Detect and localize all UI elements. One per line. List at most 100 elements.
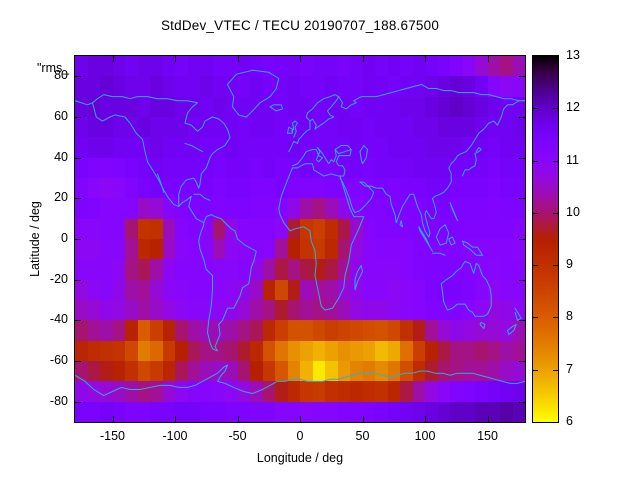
- heatmap-cell: [150, 76, 163, 97]
- y-tick-label: -60: [49, 353, 68, 367]
- heatmap-cell: [150, 198, 163, 219]
- heatmap-cell: [337, 320, 350, 341]
- heatmap-cell: [462, 361, 475, 382]
- heatmap-cell: [437, 96, 450, 117]
- heatmap-cell: [437, 117, 450, 138]
- heatmap-cell: [512, 96, 525, 117]
- heatmap-cell: [150, 218, 163, 239]
- heatmap-cell: [75, 76, 88, 97]
- heatmap-cell: [475, 401, 488, 422]
- heatmap-cell: [150, 259, 163, 280]
- heatmap-cell: [112, 320, 125, 341]
- heatmap-cell: [462, 178, 475, 199]
- heatmap-cell: [500, 76, 513, 97]
- heatmap-cell: [175, 259, 188, 280]
- heatmap-cell: [112, 218, 125, 239]
- heatmap-cell: [125, 300, 138, 321]
- heatmap-cell: [75, 361, 88, 382]
- heatmap-cell: [212, 198, 225, 219]
- heatmap-cell: [187, 137, 200, 158]
- x-tick-mark: [237, 416, 239, 422]
- heatmap-cell: [212, 76, 225, 97]
- heatmap-cell: [187, 381, 200, 402]
- colorbar-tick-label: 8: [566, 309, 573, 324]
- y-tick-label: 20: [54, 190, 68, 205]
- heatmap-cell: [475, 137, 488, 158]
- heatmap-cell: [150, 239, 163, 260]
- heatmap-cell: [325, 300, 338, 321]
- heatmap-cell: [100, 137, 113, 158]
- heatmap-cell: [87, 340, 100, 361]
- heatmap-cell: [412, 218, 425, 239]
- heatmap-cell: [312, 76, 325, 97]
- x-tick-label: 150: [477, 429, 498, 443]
- heatmap-cell: [150, 300, 163, 321]
- heatmap-cell: [125, 320, 138, 341]
- heatmap-cell: [175, 178, 188, 199]
- heatmap-cell: [450, 178, 463, 199]
- x-tick-mark-top: [425, 56, 426, 62]
- heatmap-cell: [337, 279, 350, 300]
- heatmap-cell: [162, 157, 175, 178]
- y-tick-mark-right: [519, 76, 525, 78]
- heatmap-cell: [75, 157, 88, 178]
- x-tick-mark-top: [237, 56, 239, 62]
- heatmap-cell: [450, 401, 463, 422]
- heatmap-cell: [387, 361, 400, 382]
- heatmap-cell: [350, 218, 363, 239]
- heatmap-cell: [362, 259, 375, 280]
- heatmap-cell: [287, 76, 300, 97]
- heatmap-cell: [412, 178, 425, 199]
- heatmap-cell: [100, 381, 113, 402]
- colorbar-tick-label: 13: [566, 48, 580, 62]
- heatmap-cell: [512, 259, 525, 280]
- heatmap-cell: [350, 178, 363, 199]
- heatmap-cell: [475, 279, 488, 300]
- chart-title: StdDev_VTEC / TECU 20190707_188.67500: [160, 18, 440, 33]
- heatmap-cell: [500, 117, 513, 138]
- heatmap-cell: [287, 239, 300, 260]
- heatmap-cell: [450, 218, 463, 239]
- heatmap-cell: [125, 56, 138, 77]
- heatmap-cell: [212, 320, 225, 341]
- heatmap-cell: [412, 239, 425, 260]
- heatmap-cell: [87, 259, 100, 280]
- heatmap-cell: [412, 320, 425, 341]
- heatmap-cell: [425, 259, 438, 280]
- heatmap-cell: [362, 96, 375, 117]
- heatmap-cell: [450, 279, 463, 300]
- heatmap-cell: [125, 76, 138, 97]
- heatmap-cell: [362, 137, 375, 158]
- heatmap-cell: [487, 381, 500, 402]
- heatmap-cell: [125, 239, 138, 260]
- colorbar-tick-mark-right: [553, 265, 558, 267]
- heatmap-cell: [425, 401, 438, 422]
- heatmap-cell: [125, 259, 138, 280]
- heatmap-cell: [175, 76, 188, 97]
- heatmap-cell: [275, 56, 288, 77]
- heatmap-cell: [112, 198, 125, 219]
- heatmap-cell: [112, 239, 125, 260]
- heatmap-cell: [212, 340, 225, 361]
- heatmap-cell: [387, 198, 400, 219]
- heatmap-cell: [375, 76, 388, 97]
- heatmap-cell: [212, 117, 225, 138]
- heatmap-cell: [287, 137, 300, 158]
- heatmap-cell: [287, 198, 300, 219]
- y-tick-mark: [75, 157, 81, 159]
- y-tick-mark-right: [519, 320, 525, 322]
- heatmap-cell: [375, 218, 388, 239]
- x-tick-label: 0: [296, 429, 304, 443]
- colorbar-tick-mark-left: [533, 369, 538, 371]
- heatmap-cell: [425, 137, 438, 158]
- heatmap-cell: [162, 239, 175, 260]
- heatmap-cell: [500, 361, 513, 382]
- heatmap-cell: [262, 340, 275, 361]
- heatmap-cell: [300, 56, 313, 77]
- heatmap-cell: [87, 239, 100, 260]
- heatmap-cell: [200, 117, 213, 138]
- heatmap-cell: [250, 117, 263, 138]
- heatmap-cell: [375, 198, 388, 219]
- heatmap-cell: [200, 178, 213, 199]
- heatmap-cell: [200, 76, 213, 97]
